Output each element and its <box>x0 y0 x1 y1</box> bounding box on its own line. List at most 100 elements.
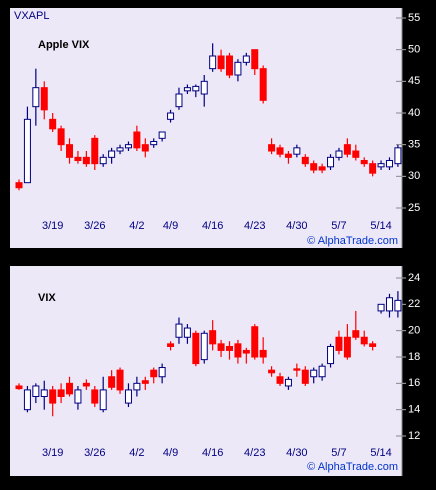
candle-body <box>49 389 57 404</box>
chart-title: VIX <box>38 292 56 304</box>
y-tick-label: 40 <box>408 107 420 119</box>
y-tick-label: 20 <box>408 325 420 337</box>
plot-area <box>10 8 402 248</box>
candle-body <box>116 369 124 391</box>
candle-body <box>124 389 132 404</box>
x-tick-label: 4/23 <box>244 220 265 232</box>
candle-body <box>32 385 40 398</box>
candle-body <box>234 61 242 76</box>
candle-body <box>251 49 259 70</box>
x-tick-label: 4/9 <box>163 220 178 232</box>
candle-body <box>32 87 40 108</box>
candle-body <box>310 369 318 378</box>
candle-body <box>99 156 107 165</box>
candle-body <box>192 85 200 92</box>
candle-body <box>318 166 326 171</box>
x-tick-label: 4/16 <box>202 220 223 232</box>
candle-body <box>23 389 31 411</box>
candle-body <box>150 141 158 146</box>
y-tick-label: 25 <box>408 202 420 214</box>
candle-body <box>394 147 402 165</box>
candle-body <box>175 93 183 108</box>
x-tick-label: 3/26 <box>84 220 105 232</box>
candle-body <box>377 163 385 168</box>
x-tick-label: 4/2 <box>129 220 144 232</box>
candle-body <box>377 303 385 312</box>
candle-body <box>108 376 116 388</box>
x-tick-label: 4/2 <box>129 447 144 459</box>
candle-body <box>91 389 99 404</box>
candle-body <box>369 343 377 347</box>
candle-body <box>141 144 149 152</box>
y-tick-label: 30 <box>408 170 420 182</box>
candle-body <box>175 323 183 338</box>
candle-body <box>335 150 343 158</box>
candle-body <box>268 144 276 152</box>
candle-body <box>40 389 48 397</box>
x-tick-label: 3/19 <box>42 447 63 459</box>
y-tick-label: 45 <box>408 75 420 87</box>
candle-body <box>91 137 99 165</box>
candle-body <box>226 345 233 351</box>
candle-body <box>276 147 284 155</box>
x-tick-label: 4/23 <box>244 447 265 459</box>
candle-body <box>183 87 191 92</box>
candle-body <box>385 297 393 312</box>
candle-body <box>352 330 360 338</box>
candle-body <box>293 368 301 371</box>
candle-body <box>242 349 250 354</box>
candle-body <box>74 389 82 404</box>
y-tick-label: 50 <box>408 44 420 56</box>
candle-body <box>301 369 309 384</box>
candle-body <box>49 118 57 130</box>
candle-body <box>259 349 267 358</box>
candle-body <box>360 160 368 165</box>
candle-body <box>57 389 65 397</box>
candle-body <box>352 150 360 158</box>
candle-body <box>57 128 65 146</box>
candle-body <box>209 55 217 70</box>
plot-area <box>10 266 402 476</box>
x-tick-label: 5/7 <box>331 220 346 232</box>
candle-body <box>15 182 23 189</box>
candle-body <box>217 343 225 351</box>
candle-body <box>209 330 217 345</box>
candle-body <box>133 131 141 149</box>
candle-body <box>242 55 250 63</box>
y-tick-label: 22 <box>408 298 420 310</box>
candle-body <box>284 153 292 158</box>
candle-body <box>23 118 31 184</box>
candle-body <box>158 131 166 139</box>
candle-body <box>318 365 326 378</box>
candle-body <box>116 147 124 152</box>
chart-title: Apple VIX <box>38 39 90 51</box>
candle-body <box>268 369 276 374</box>
candle-body <box>74 156 82 161</box>
candle-body <box>192 332 200 365</box>
candle-body <box>385 160 393 168</box>
candle-body <box>167 343 175 347</box>
candle-body <box>327 345 335 365</box>
candle-body <box>234 343 242 358</box>
y-tick-label: 12 <box>408 430 420 442</box>
candle-body <box>167 112 175 120</box>
candle-body <box>335 336 343 351</box>
candle-body <box>343 144 351 155</box>
candle-body <box>369 163 377 174</box>
candle-body <box>284 378 292 387</box>
candle-body <box>343 336 351 358</box>
candle-body <box>310 163 318 171</box>
x-tick-label: 3/26 <box>84 447 105 459</box>
candle-body <box>158 367 166 378</box>
x-tick-label: 4/30 <box>286 220 307 232</box>
y-tick-label: 14 <box>408 404 420 416</box>
source-label: © AlphaTrade.com <box>307 461 398 473</box>
candle-body <box>150 369 158 378</box>
candle-body <box>226 55 233 76</box>
candle-body <box>66 144 74 158</box>
x-tick-label: 3/19 <box>42 220 63 232</box>
candle-body <box>82 382 90 387</box>
x-tick-label: 5/14 <box>370 220 391 232</box>
candle-body <box>40 87 48 111</box>
